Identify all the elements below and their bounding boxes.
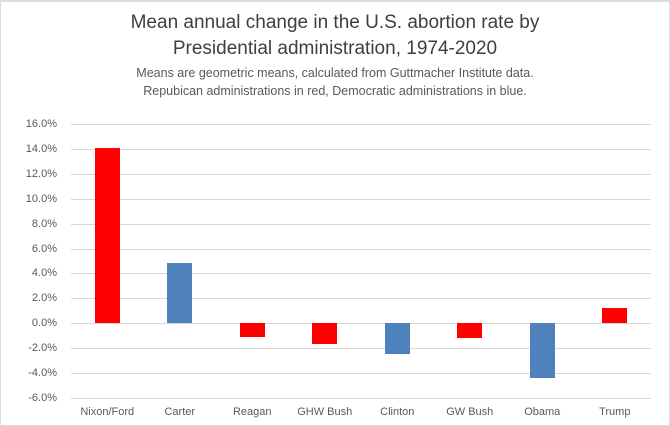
x-axis-label: Carter (164, 406, 196, 418)
x-axis-label: GHW Bush (297, 406, 353, 418)
y-axis-tick-label: 2.0% (31, 292, 57, 305)
gridline (71, 348, 651, 350)
y-axis-tick-label: -2.0% (28, 342, 57, 355)
chart-title: Mean annual change in the U.S. abortion … (1, 10, 669, 62)
y-axis-tick-label: 6.0% (31, 242, 57, 255)
bar-clinton (384, 323, 410, 355)
x-axis-label: Trump (599, 406, 631, 418)
chart-subtitle: Means are geometric means, calculated fr… (1, 64, 669, 100)
bar-nixon-ford (94, 147, 120, 324)
x-axis-label: GW Bush (446, 406, 494, 418)
gridline (71, 398, 651, 399)
y-axis-tick-label: -4.0% (28, 367, 57, 380)
gridline (71, 298, 651, 300)
gridline (71, 273, 651, 275)
bar-obama (529, 323, 555, 379)
bar-carter (167, 263, 193, 324)
x-axis: Nixon/Ford Carter Reagan GHW Bush Clinton GW … (71, 404, 651, 422)
bar-ghw-bush (312, 323, 338, 345)
x-axis-label: Reagan (232, 406, 272, 418)
bar-reagan (239, 323, 265, 337)
y-axis-tick-label: -6.0% (28, 392, 57, 404)
gridline (71, 148, 651, 150)
y-axis-tick-label: 14.0% (25, 142, 57, 155)
chart-title-line1: Mean annual change in the U.S. abortion … (130, 12, 540, 33)
y-axis-tick-label: 4.0% (31, 267, 57, 280)
gridline (71, 323, 651, 325)
y-axis-tick-label: 8.0% (31, 217, 57, 230)
chart-title-line2: Presidential administration, 1974-2020 (172, 38, 498, 59)
x-axis-label: Clinton (380, 406, 415, 418)
bar-trump (602, 308, 628, 324)
gridline (71, 198, 651, 200)
gridline (71, 173, 651, 175)
gridline (71, 124, 651, 125)
chart-subtitle-line1: Means are geometric means, calculated fr… (136, 66, 534, 80)
chart-subtitle-line2: Repubican administrations in red, Democr… (143, 84, 527, 98)
y-axis: 16.0% 14.0% 12.0% 10.0% 8.0% 6.0% 4.0% 2.0% 0.0%… (1, 118, 63, 404)
bar-gw-bush (457, 323, 483, 339)
plot-area (71, 124, 651, 399)
gridline (71, 248, 651, 250)
gridline (71, 223, 651, 225)
y-axis-tick-label: 0.0% (31, 317, 57, 330)
y-axis-tick-label: 10.0% (25, 192, 57, 205)
y-axis-tick-label: 16.0% (25, 118, 57, 130)
x-axis-label: Nixon/Ford (80, 406, 135, 418)
x-axis-label: Obama (524, 406, 561, 418)
gridline (71, 373, 651, 375)
y-axis-tick-label: 12.0% (25, 167, 57, 180)
